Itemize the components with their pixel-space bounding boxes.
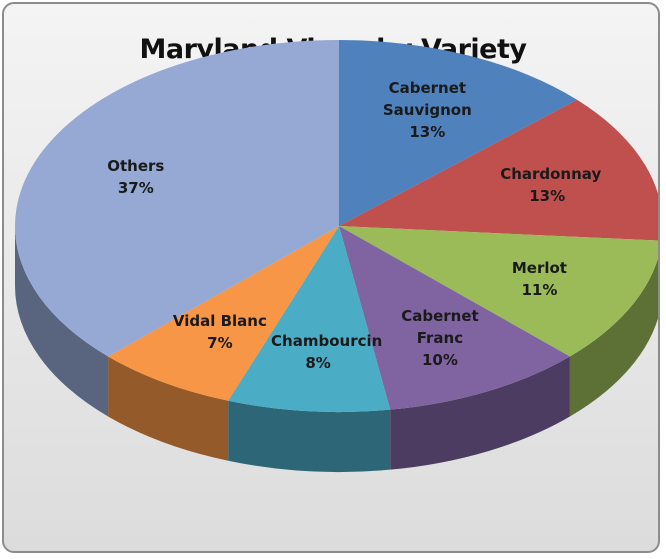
slice-side	[390, 356, 570, 470]
slice-value: 8%	[305, 353, 331, 372]
pie	[14, 40, 658, 473]
data-label: Chardonnay 13%	[492, 163, 602, 207]
slice	[14, 40, 340, 357]
slice-value: 13%	[409, 123, 446, 142]
slice-side	[108, 356, 229, 461]
slice-value: 11%	[521, 280, 558, 299]
data-label: Merlot 11%	[484, 257, 594, 301]
chart-frame: Maryland Vines by Variety Cabernet Sauvi…	[2, 2, 660, 553]
slice-side	[569, 258, 658, 417]
slice	[339, 226, 658, 357]
slice-side	[228, 400, 391, 473]
slice-side	[15, 226, 109, 417]
data-label: Others 37%	[81, 155, 191, 199]
slice-name: Cabernet Sauvignon	[382, 79, 472, 120]
slice-value: 10%	[422, 351, 458, 370]
slice-name: Merlot	[511, 258, 567, 277]
slice	[339, 40, 578, 226]
data-label: Vidal Blanc 7%	[165, 310, 275, 354]
slice-name: Chambourcin	[271, 331, 383, 350]
slice-name: Cabernet Franc	[401, 307, 479, 348]
slice	[108, 226, 339, 401]
slice-value: 13%	[529, 186, 566, 205]
slice-value: 7%	[207, 334, 233, 353]
data-label: Chambourcin 8%	[263, 330, 383, 374]
slice	[339, 226, 570, 410]
slice	[228, 226, 391, 412]
slice	[339, 99, 658, 241]
data-label: Cabernet Sauvignon 13%	[372, 77, 482, 143]
slice-value: 37%	[117, 179, 154, 198]
data-label: Cabernet Franc 10%	[385, 305, 495, 371]
slice-name: Chardonnay	[500, 164, 602, 183]
slice-name: Others	[107, 157, 165, 176]
slice-name: Vidal Blanc	[172, 312, 267, 331]
